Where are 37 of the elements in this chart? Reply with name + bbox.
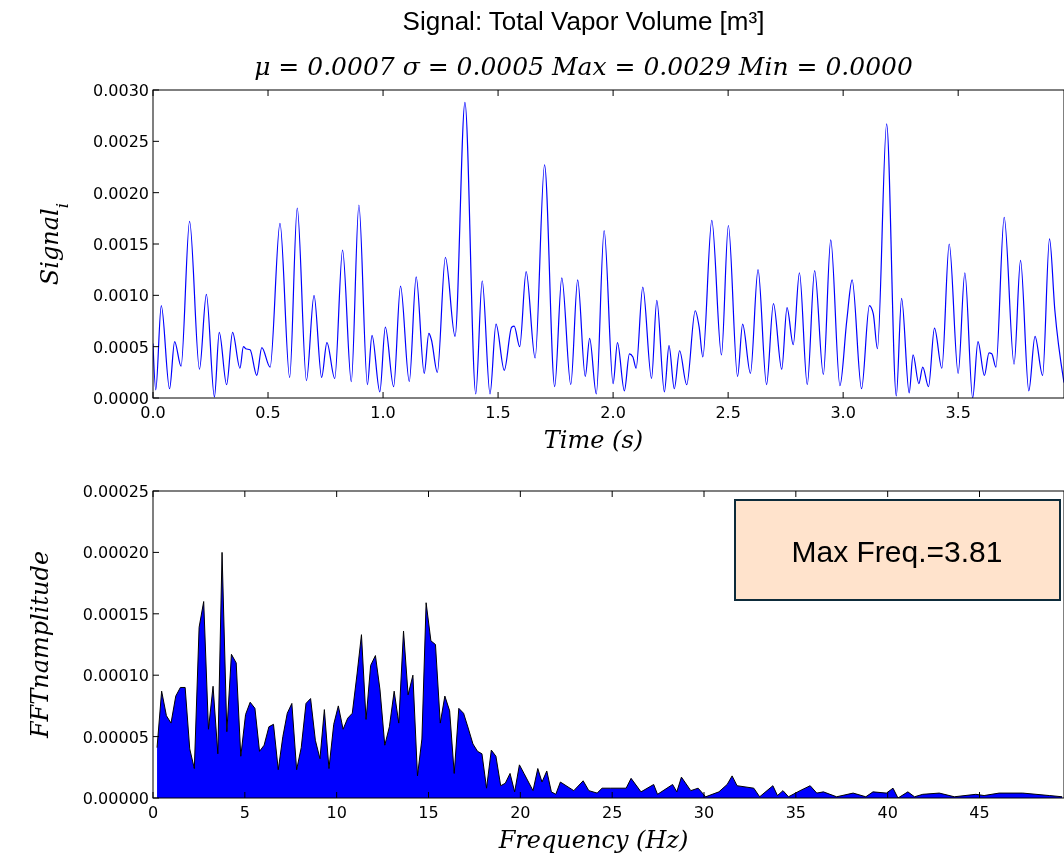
x-tick-label: 3.0 (830, 403, 856, 422)
y-tick-label: 0.0010 (93, 286, 149, 306)
x-tick-label: 35 (785, 803, 807, 822)
y-tick-label: 0.00025 (82, 482, 149, 501)
y-tick-label: 0.0030 (93, 81, 149, 100)
y-tick-label: 0.0015 (93, 235, 149, 254)
x-tick-label: 0.5 (255, 403, 281, 422)
x-tick-label: 45 (969, 803, 990, 822)
x-axis-title: Frequency (Hz) (497, 826, 689, 854)
x-tick-label: 15 (418, 803, 439, 822)
line-series (153, 101, 1064, 398)
x-axis-title: Time (s) (543, 426, 644, 454)
x-tick-label: 2.5 (715, 403, 741, 422)
x-tick-label: 2.0 (600, 403, 626, 422)
y-tick-label: 0.00005 (82, 727, 149, 747)
y-tick-label: 0.00010 (82, 666, 149, 686)
chart-subtitle: μ = 0.0007 σ = 0.0005 Max = 0.0029 Min = 0.0000 (254, 52, 913, 81)
y-axis-title: FFTnamplitude (26, 550, 54, 740)
x-tick-label: 5 (239, 803, 250, 822)
y-tick-label: 0.0005 (93, 337, 149, 357)
x-tick-label: 1.5 (485, 403, 511, 422)
x-tick-label: 20 (510, 803, 531, 822)
x-tick-label: 40 (877, 803, 898, 822)
x-tick-label: 3.5 (945, 403, 971, 422)
y-tick-label: 0.00020 (82, 543, 149, 563)
x-tick-label: 25 (601, 803, 623, 822)
chart-title: Signal: Total Vapor Volume [m³] (402, 6, 765, 36)
x-tick-label: 0 (147, 803, 159, 822)
y-tick-label: 0.00000 (82, 789, 149, 808)
annotation: Max Freq.=3.81 (791, 535, 1003, 568)
x-tick-label: 30 (693, 803, 715, 822)
x-tick-label: 1.0 (370, 403, 396, 422)
x-tick-label: 10 (326, 803, 347, 822)
x-tick-label: 0.0 (140, 403, 166, 422)
y-tick-label: 0.00015 (82, 604, 149, 624)
y-tick-label: 0.0020 (93, 183, 149, 203)
y-tick-label: 0.0025 (93, 132, 149, 152)
